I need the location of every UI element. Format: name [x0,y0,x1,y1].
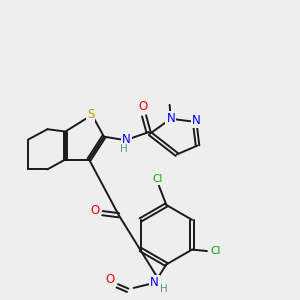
Text: N: N [167,112,175,125]
Text: Cl: Cl [152,174,163,184]
Text: O: O [90,204,100,217]
Text: O: O [105,273,115,286]
Text: Cl: Cl [211,246,221,256]
Text: N: N [150,276,159,290]
Text: H: H [160,284,168,294]
Text: S: S [87,108,94,122]
Text: N: N [122,133,130,146]
Text: N: N [192,114,200,127]
Text: O: O [138,100,147,113]
Text: H: H [120,143,128,154]
